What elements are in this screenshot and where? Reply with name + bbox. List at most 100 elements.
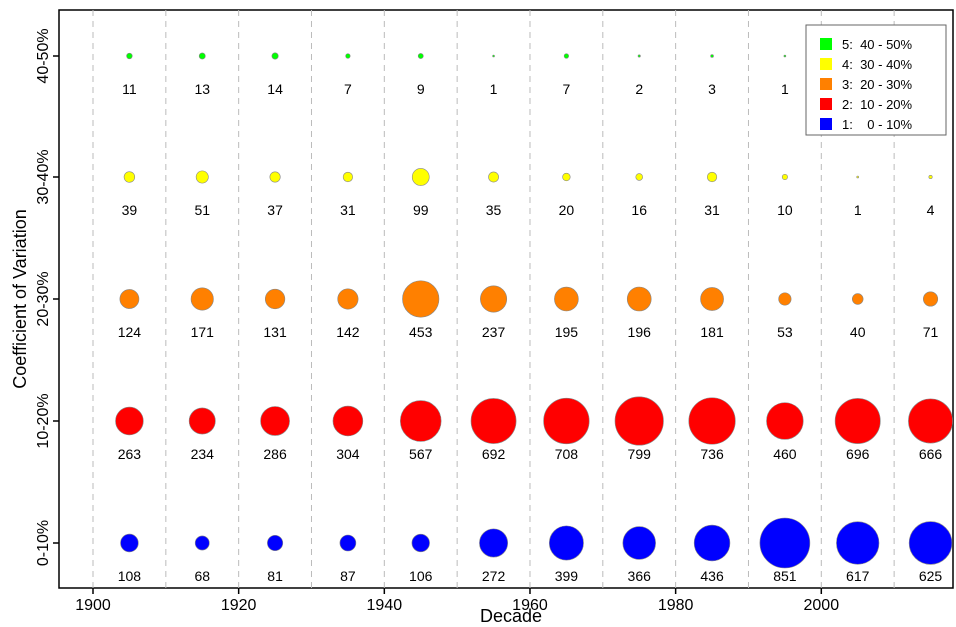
- bubble-count-label: 272: [482, 568, 506, 584]
- bubble-count-label: 142: [336, 324, 360, 340]
- y-tick-label: 40-50%: [35, 28, 52, 83]
- bubble: [195, 170, 209, 184]
- x-axis-title: Decade: [480, 606, 542, 626]
- y-tick-label: 20-30%: [35, 271, 52, 326]
- bubble: [337, 288, 359, 310]
- bubble: [851, 293, 864, 305]
- bubble-count-label: 736: [700, 446, 724, 462]
- bubble-count-label: 11: [122, 81, 137, 97]
- bubble-count-label: 99: [413, 202, 429, 218]
- bubble-count-label: 399: [555, 568, 579, 584]
- bubble-count-label: 171: [191, 324, 215, 340]
- bubble: [781, 173, 788, 181]
- bubble: [194, 535, 210, 551]
- legend-label: 3: 20 - 30%: [842, 77, 913, 92]
- bubble: [688, 397, 736, 445]
- bubble-count-label: 35: [486, 202, 502, 218]
- bubble-count-label: 460: [773, 446, 797, 462]
- bubble: [332, 405, 364, 437]
- y-axis-ticks: 0-10% 10-20% 20-30% 30-40% 40-50%: [35, 28, 59, 566]
- bubble: [339, 534, 357, 552]
- bubble-count-label: 40: [850, 324, 866, 340]
- bubble-count-label: 234: [191, 446, 215, 462]
- bubble-count-label: 567: [409, 446, 433, 462]
- bubble-count-label: 617: [846, 568, 870, 584]
- bubble: [856, 175, 860, 179]
- bubble-count-label: 9: [417, 81, 425, 97]
- legend-items: 5: 40 - 50% 4: 30 - 40% 3: 20 - 30% 2: 10 -…: [820, 37, 913, 132]
- bubble: [706, 171, 718, 183]
- bubble-count-label: 666: [919, 446, 943, 462]
- bubble: [928, 174, 933, 180]
- bubble: [271, 52, 279, 60]
- legend-label: 4: 30 - 40%: [842, 57, 913, 72]
- bubble: [622, 526, 656, 560]
- bubble: [635, 173, 643, 181]
- bubble-count-label: 108: [118, 568, 142, 584]
- bubble: [411, 533, 430, 553]
- bubble: [470, 398, 517, 444]
- bubble: [908, 521, 953, 565]
- bubble: [554, 286, 579, 312]
- bubble: [543, 397, 590, 445]
- bubble: [190, 287, 214, 311]
- bubble: [115, 406, 144, 436]
- bubble-count-label: 87: [340, 568, 356, 584]
- bubble: [188, 407, 216, 435]
- x-tick-label: 1960: [512, 597, 548, 614]
- bubble: [480, 285, 508, 313]
- x-tick-label: 1980: [658, 597, 694, 614]
- bubble: [562, 172, 571, 182]
- bubble-count-label: 1: [490, 81, 498, 97]
- x-tick-label: 1900: [75, 597, 111, 614]
- y-tick-label: 0-10%: [35, 520, 52, 566]
- bubble-count-label: 124: [118, 324, 142, 340]
- bubble: [123, 171, 136, 183]
- bubble: [492, 54, 495, 58]
- bubble-count-label: 51: [194, 202, 210, 218]
- bubble: [120, 533, 139, 553]
- bubble: [778, 292, 792, 306]
- bubble-count-label: 286: [263, 446, 287, 462]
- legend-swatch: [820, 78, 832, 90]
- legend-label: 5: 40 - 50%: [842, 37, 913, 52]
- bubble-count-label: 81: [267, 568, 283, 584]
- legend: 5: 40 - 50% 4: 30 - 40% 3: 20 - 30% 2: 10 -…: [805, 24, 947, 136]
- bubble: [563, 53, 569, 59]
- bubble-count-label: 436: [700, 568, 724, 584]
- bubble: [836, 521, 880, 565]
- bubble-count-label: 14: [267, 81, 283, 97]
- bubble: [766, 402, 804, 440]
- bubble: [342, 171, 353, 183]
- legend-swatch: [820, 38, 832, 50]
- bubble: [614, 396, 664, 446]
- bubble-count-label: 68: [194, 568, 210, 584]
- grid-lines: [92, 10, 895, 588]
- bubble: [700, 287, 724, 311]
- x-tick-label: 1920: [221, 597, 257, 614]
- bubble-count-label: 20: [559, 202, 575, 218]
- bubble: [908, 398, 953, 444]
- bubble-count-label: 453: [409, 324, 433, 340]
- bubble-count-label: 1: [781, 81, 789, 97]
- bubble-count-label: 366: [628, 568, 652, 584]
- bubble: [119, 289, 140, 309]
- bubble-count-label: 696: [846, 446, 870, 462]
- x-axis-ticks: 1900 1920 1940 1960 1980 2000: [75, 588, 839, 614]
- bubble-count-label: 1: [854, 202, 862, 218]
- bubble-count-label: 196: [628, 324, 652, 340]
- bubble-count-label: 692: [482, 446, 506, 462]
- bubble-count-label: 851: [773, 568, 797, 584]
- bubble: [488, 171, 499, 183]
- bubble: [400, 400, 442, 442]
- bubble-count-label: 625: [919, 568, 943, 584]
- bubble-count-label: 7: [344, 81, 352, 97]
- bubble: [126, 52, 133, 60]
- y-axis-title: Coefficient of Variation: [10, 209, 30, 388]
- bubble: [198, 52, 206, 60]
- bubble-count-label: 263: [118, 446, 142, 462]
- bubble: [411, 168, 430, 186]
- x-tick-label: 1940: [367, 597, 403, 614]
- bubble-count-label: 304: [336, 446, 360, 462]
